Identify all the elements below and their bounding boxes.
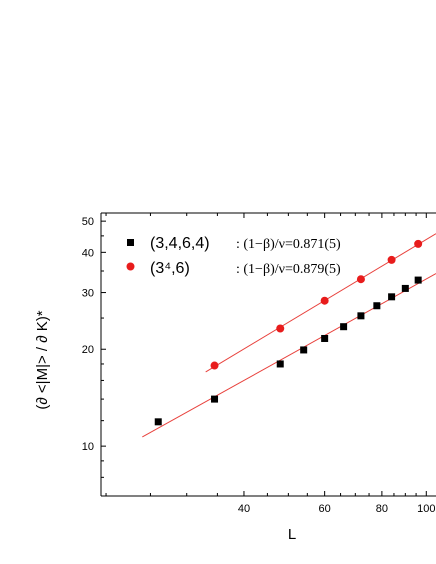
fit-line-2 — [205, 233, 436, 373]
data-point-circle — [414, 239, 423, 248]
data-point-circle — [210, 361, 219, 370]
data-point-circle — [320, 296, 329, 305]
data-point-circle — [356, 275, 365, 284]
data-point-square — [300, 346, 308, 354]
data-point-square — [321, 334, 329, 342]
y-tick-label: 40 — [82, 247, 94, 259]
y-axis-label: (∂ <|M|> / ∂ K)* — [34, 310, 51, 409]
data-point-square — [357, 312, 365, 320]
x-axis-label: L — [288, 526, 296, 543]
legend-annotation-1: : (1−β)/ν=0.871(5) — [236, 237, 341, 252]
x-tick-label: 100 — [417, 503, 435, 515]
data-point-circle — [276, 324, 285, 333]
data-point-square — [388, 293, 396, 301]
x-tick-label: 40 — [238, 503, 250, 515]
legend-annotation-2: : (1−β)/ν=0.879(5) — [236, 262, 341, 277]
data-point-circle — [387, 255, 396, 264]
data-point-square — [414, 276, 422, 284]
data-point-square — [154, 418, 162, 426]
y-tick-label: 50 — [82, 216, 94, 228]
legend-marker-circle — [126, 262, 135, 271]
data-point-square — [401, 284, 409, 292]
legend-label-2: (3⁴,6) — [150, 260, 190, 277]
x-tick-label: 60 — [319, 503, 331, 515]
data-point-square — [276, 360, 284, 368]
data-point-square — [373, 302, 381, 310]
legend-marker-square — [127, 239, 134, 246]
data-point-square — [340, 323, 348, 331]
y-tick-label: 30 — [82, 288, 94, 300]
fit-line-1 — [142, 273, 436, 438]
legend-label-1: (3,4,6,4) — [150, 235, 210, 252]
legend: (3,4,6,4) : (1−β)/ν=0.871(5) (3⁴,6) : (1… — [126, 235, 341, 277]
y-tick-label: 10 — [82, 441, 94, 453]
x-tick-label: 80 — [376, 503, 388, 515]
data-point-square — [211, 395, 219, 403]
y-tick-label: 20 — [82, 344, 94, 356]
